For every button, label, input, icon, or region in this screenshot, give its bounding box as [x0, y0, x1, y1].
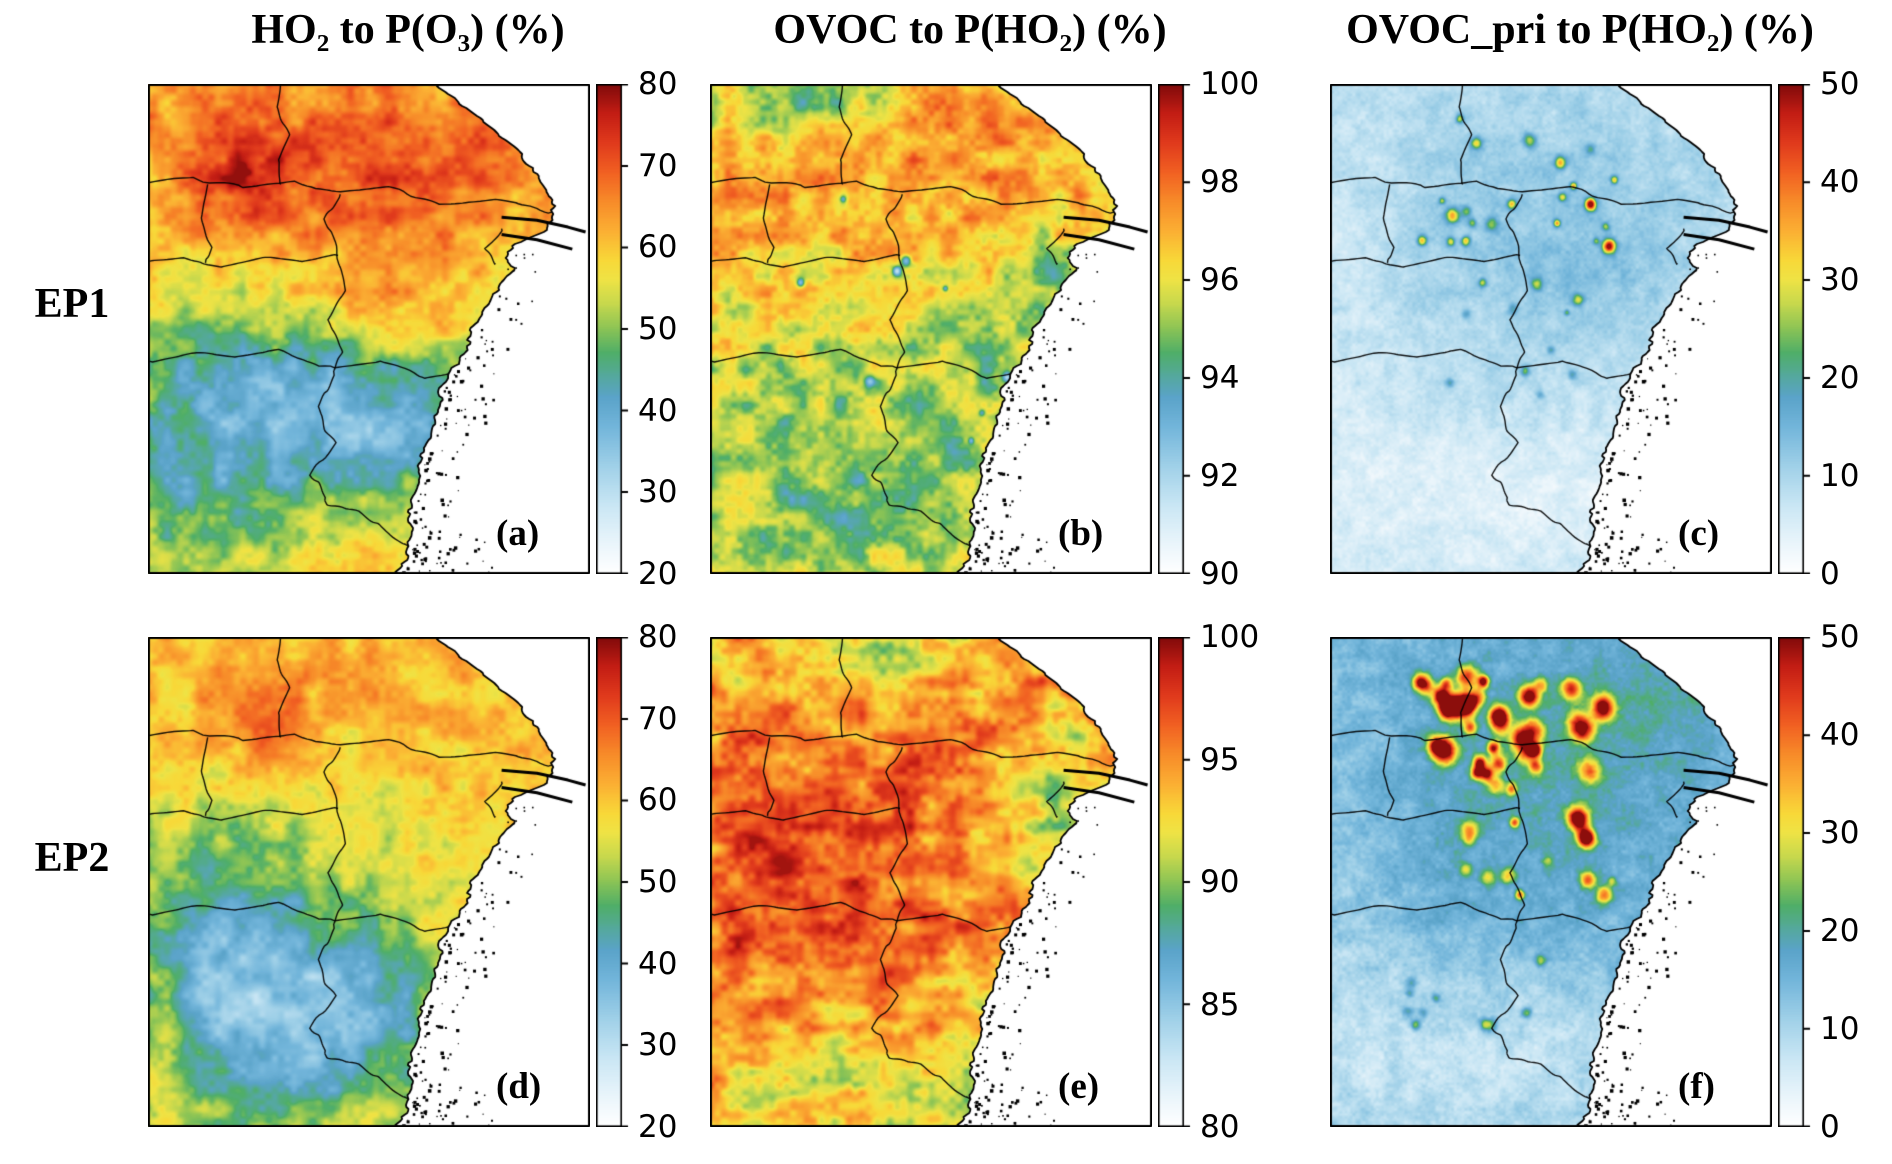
- panel-f: 50 40 30 20 10 0 (f): [1330, 620, 1892, 1144]
- colorbar-ticks-a: 80 70 60 50 40 30 20: [638, 67, 716, 591]
- panel-letter-e: (e): [1054, 1065, 1104, 1108]
- colorbar-ticks-c: 50 40 30 20 10 0: [1820, 67, 1892, 591]
- panel-letter-b: (b): [1054, 512, 1108, 555]
- map-canvas-e: [710, 637, 1152, 1127]
- colorbar-tick-label: 92: [1200, 458, 1240, 494]
- colorbar-tick-label: 70: [638, 147, 678, 184]
- panel-a: 80 70 60 50 40 30 20 (a): [148, 67, 716, 591]
- colorbar-tick-label: 40: [1820, 717, 1860, 753]
- colorbar-b: [1158, 84, 1192, 574]
- colorbar-tick-label: 60: [638, 782, 678, 819]
- column-title-ovocpri-pho2: OVOC_pri to P(HO₂) (%): [1346, 7, 1814, 53]
- colorbar-tick-label: 10: [1820, 458, 1860, 494]
- colorbar-e: [1158, 637, 1192, 1127]
- panel-e: 100 95 90 85 80 (e): [710, 620, 1278, 1144]
- colorbar-tick-label: 90: [1200, 864, 1240, 900]
- column-title-ho2-po3: HO₂ to P(O₃) (%): [251, 7, 565, 53]
- panel-letter-f: (f): [1674, 1065, 1719, 1108]
- panel-letter-d: (d): [492, 1065, 546, 1108]
- panel-letter-c: (c): [1674, 512, 1724, 555]
- colorbar-ticks-f: 50 40 30 20 10 0: [1820, 620, 1892, 1144]
- row-label-ep2: EP2: [34, 835, 110, 881]
- colorbar-d: [596, 637, 630, 1127]
- colorbar-tick-label: 40: [638, 945, 678, 982]
- colorbar-tick-label: 40: [638, 392, 678, 429]
- colorbar-tick-label: 20: [638, 1109, 678, 1145]
- colorbar-ticks-d: 80 70 60 50 40 30 20: [638, 620, 716, 1144]
- panel-letter-a: (a): [492, 512, 544, 555]
- colorbar-c: [1778, 84, 1812, 574]
- colorbar-ticks-b: 100 98 96 94 92 90: [1200, 67, 1278, 591]
- colorbar-a: [596, 84, 630, 574]
- colorbar-tick-label: 20: [638, 556, 678, 592]
- colorbar-ticks-e: 100 95 90 85 80: [1200, 620, 1278, 1144]
- colorbar-tick-label: 100: [1200, 66, 1260, 102]
- map-canvas-d: [148, 637, 590, 1127]
- map-canvas-f: [1330, 637, 1772, 1127]
- colorbar-tick-label: 80: [638, 619, 678, 655]
- colorbar-tick-label: 50: [1820, 619, 1860, 655]
- colorbar-tick-label: 80: [638, 66, 678, 102]
- colorbar-tick-label: 0: [1820, 556, 1840, 592]
- panel-c: 50 40 30 20 10 0 (c): [1330, 67, 1892, 591]
- colorbar-tick-label: 96: [1200, 262, 1240, 298]
- colorbar-tick-label: 20: [1820, 913, 1860, 949]
- colorbar-tick-label: 30: [638, 474, 678, 511]
- map-canvas-a: [148, 84, 590, 574]
- colorbar-tick-label: 94: [1200, 360, 1240, 396]
- colorbar-tick-label: 0: [1820, 1109, 1840, 1145]
- colorbar-tick-label: 98: [1200, 164, 1240, 200]
- map-canvas-b: [710, 84, 1152, 574]
- colorbar-tick-label: 20: [1820, 360, 1860, 396]
- colorbar-tick-label: 10: [1820, 1011, 1860, 1047]
- colorbar-f: [1778, 637, 1812, 1127]
- colorbar-tick-label: 80: [1200, 1109, 1240, 1145]
- colorbar-tick-label: 30: [638, 1027, 678, 1064]
- colorbar-tick-label: 30: [1820, 815, 1860, 851]
- colorbar-tick-label: 50: [638, 864, 678, 900]
- colorbar-tick-label: 50: [1820, 66, 1860, 102]
- colorbar-tick-label: 40: [1820, 164, 1860, 200]
- panel-b: 100 98 96 94 92 90 (b): [710, 67, 1278, 591]
- colorbar-tick-label: 30: [1820, 262, 1860, 298]
- colorbar-tick-label: 90: [1200, 556, 1240, 592]
- colorbar-tick-label: 95: [1200, 741, 1240, 778]
- colorbar-tick-label: 85: [1200, 986, 1240, 1023]
- column-title-ovoc-pho2: OVOC to P(HO₂) (%): [773, 7, 1167, 53]
- colorbar-tick-label: 60: [638, 229, 678, 266]
- colorbar-tick-label: 70: [638, 700, 678, 737]
- panel-d: 80 70 60 50 40 30 20 (d): [148, 620, 716, 1144]
- row-label-ep1: EP1: [34, 281, 110, 327]
- colorbar-tick-label: 50: [638, 311, 678, 347]
- colorbar-tick-label: 100: [1200, 619, 1260, 655]
- map-canvas-c: [1330, 84, 1772, 574]
